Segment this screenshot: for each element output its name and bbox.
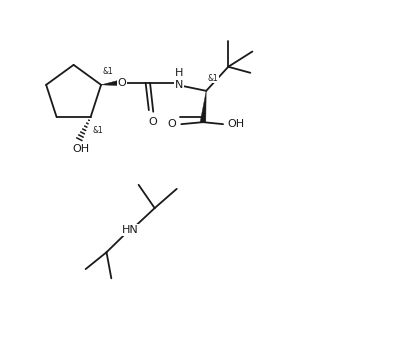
Text: &1: &1 (102, 67, 113, 76)
Text: O: O (167, 119, 176, 129)
Polygon shape (101, 80, 120, 86)
Text: O: O (118, 78, 126, 88)
Text: HN: HN (122, 225, 138, 235)
Text: O: O (149, 117, 158, 127)
Text: H: H (175, 68, 183, 78)
Polygon shape (200, 91, 206, 122)
Text: &1: &1 (92, 126, 103, 135)
Text: OH: OH (228, 119, 245, 129)
Text: OH: OH (73, 144, 90, 154)
Text: N: N (175, 80, 183, 90)
Text: &1: &1 (208, 74, 219, 83)
